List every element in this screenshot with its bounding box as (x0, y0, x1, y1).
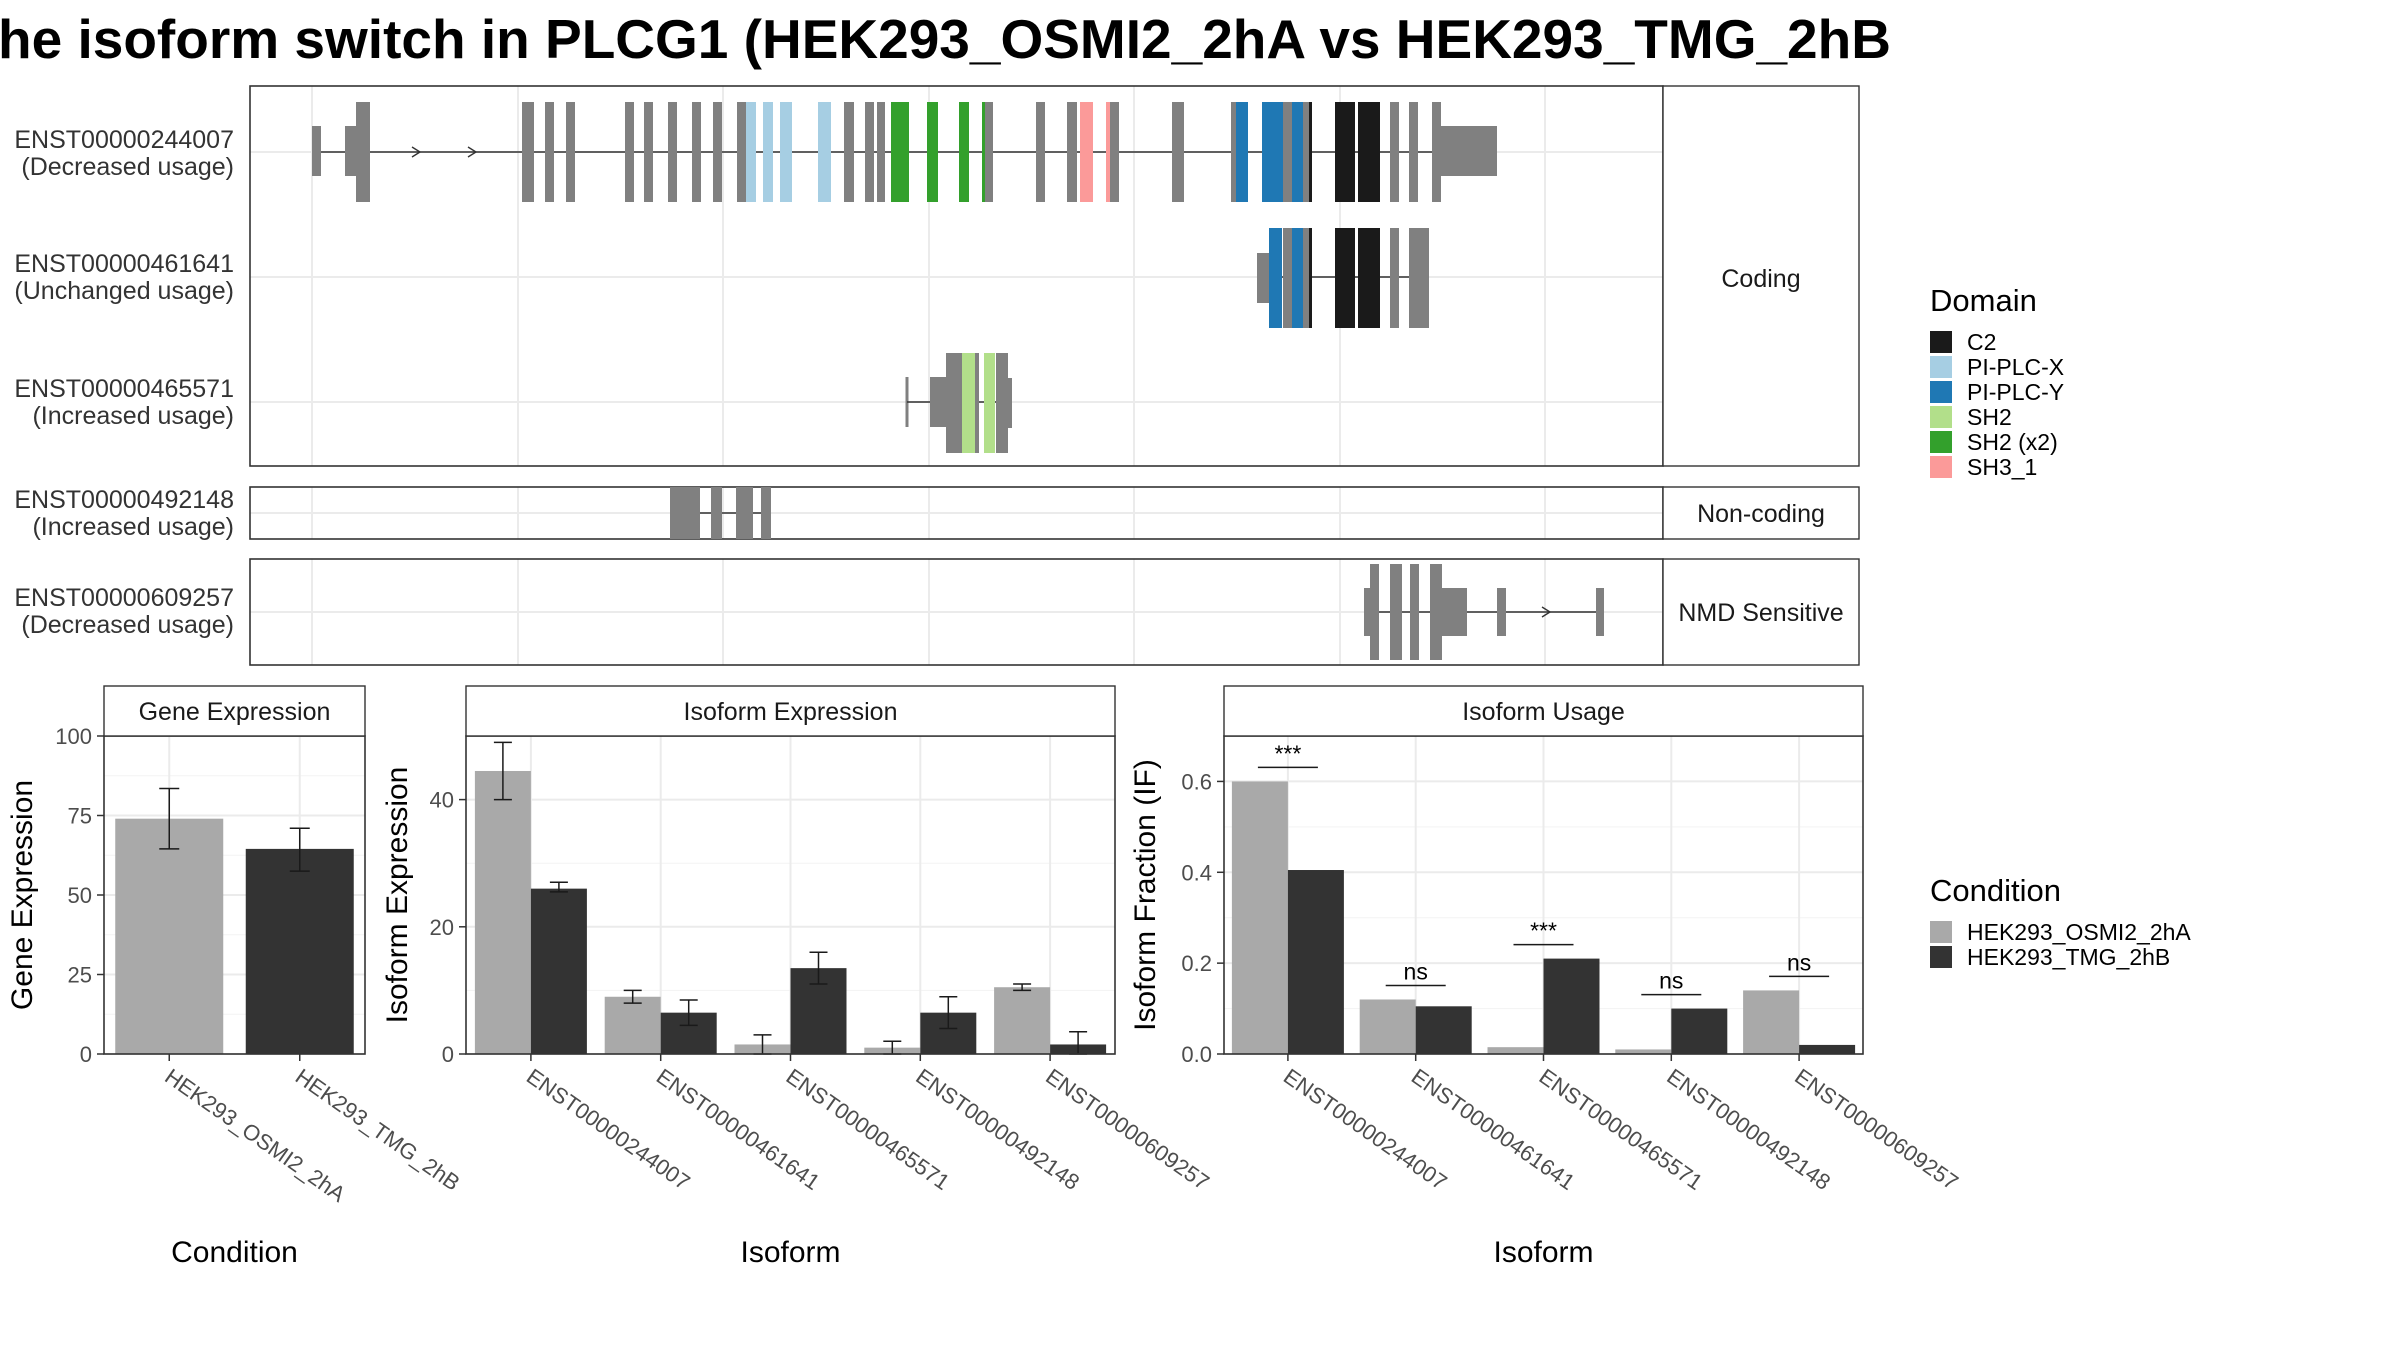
significance-label: ns (1404, 958, 1428, 984)
panel-strip-title: Isoform Expression (684, 698, 898, 726)
legend-label-sh2-x2: SH2 (x2) (1967, 429, 2058, 455)
condition-legend: Condition HEK293_OSMI2_2hA HEK293_TMG_2h… (1930, 873, 2191, 970)
legend-label-c2: C2 (1967, 329, 1996, 355)
legend-swatch-sh2-x2 (1930, 431, 1952, 453)
transcript-5-structure (1364, 564, 1604, 660)
bar (1287, 870, 1344, 1054)
y-tick-label: 75 (68, 804, 92, 829)
nmd-strip (1662, 558, 1860, 666)
transcript-5-id: ENST00000609257 (14, 584, 234, 612)
legend-label-pi-plc-x: PI-PLC-X (1967, 354, 2064, 380)
significance-label: *** (1530, 918, 1557, 944)
bar (1799, 1044, 1856, 1054)
transcript-1-usage: (Decreased usage) (21, 153, 234, 181)
bar (1615, 1049, 1672, 1054)
condition-legend-title: Condition (1930, 873, 2061, 908)
transcript-structure-panel: Coding Non-coding NMD Sensitive ENST0000… (14, 85, 1860, 666)
legend-swatch-sh3-1 (1930, 456, 1952, 478)
bar (994, 987, 1051, 1054)
x-axis-title: Isoform (1493, 1236, 1593, 1269)
legend-swatch-pi-plc-y (1930, 381, 1952, 403)
transcript-5-usage: (Decreased usage) (21, 611, 234, 639)
y-axis-title: Isoform Expression (381, 767, 414, 1024)
panel-strip (465, 685, 1116, 737)
transcript-3-structure (905, 353, 1012, 453)
bar (1743, 990, 1800, 1054)
transcript-2-structure (1257, 228, 1429, 328)
bar (1415, 1006, 1472, 1054)
y-tick-label: 50 (68, 883, 92, 908)
significance-label: ns (1787, 949, 1811, 975)
coding-strip-label: Coding (1721, 265, 1800, 293)
figure-title: he isoform switch in PLCG1 (HEK293_OSMI2… (0, 8, 1891, 70)
bar (1359, 999, 1416, 1054)
bar (604, 996, 661, 1054)
y-axis-title: Gene Expression (6, 780, 39, 1010)
transcript-4-id: ENST00000492148 (14, 486, 234, 514)
bar (1543, 958, 1600, 1054)
y-tick-label: 0.4 (1181, 860, 1212, 885)
transcript-3-usage: (Increased usage) (32, 402, 234, 430)
legend-label-cond2: HEK293_TMG_2hB (1967, 944, 2170, 970)
panel-strip-title: Gene Expression (139, 698, 331, 726)
bar (1231, 781, 1288, 1054)
y-tick-label: 40 (430, 788, 454, 813)
y-tick-label: 20 (430, 915, 454, 940)
transcript-4-structure (670, 487, 771, 539)
legend-label-cond1: HEK293_OSMI2_2hA (1967, 919, 2191, 945)
legend-swatch-sh2 (1930, 406, 1952, 428)
significance-label: *** (1274, 740, 1301, 766)
bar (474, 770, 531, 1054)
panel-strip (103, 685, 366, 737)
domain-legend-title: Domain (1930, 283, 2037, 318)
transcript-4-usage: (Increased usage) (32, 513, 234, 541)
legend-swatch-c2 (1930, 331, 1952, 353)
transcript-2-usage: (Unchanged usage) (14, 277, 234, 305)
y-tick-label: 0.0 (1181, 1042, 1212, 1067)
y-tick-label: 25 (68, 963, 92, 988)
coding-strip (1662, 85, 1860, 467)
noncoding-strip (1662, 486, 1860, 540)
legend-swatch-pi-plc-x (1930, 356, 1952, 378)
legend-label-sh2: SH2 (1967, 404, 2012, 430)
significance-label: ns (1659, 968, 1683, 994)
noncoding-strip-label: Non-coding (1697, 500, 1825, 528)
isoform-expression-panel: Isoform Expression02040ENST00000244007EN… (381, 685, 1214, 1269)
transcript-1-structure (312, 102, 1497, 202)
y-axis-title: Isoform Fraction (IF) (1129, 759, 1162, 1031)
y-tick-label: 0 (442, 1042, 454, 1067)
panel-strip (1223, 685, 1864, 737)
nmd-strip-label: NMD Sensitive (1678, 599, 1843, 627)
bar (1487, 1047, 1544, 1054)
legend-label-pi-plc-y: PI-PLC-Y (1967, 379, 2064, 405)
x-axis-title: Isoform (740, 1236, 840, 1269)
bar (530, 888, 587, 1054)
legend-swatch-cond2 (1930, 946, 1952, 968)
y-tick-label: 0.6 (1181, 769, 1212, 794)
transcript-1-id: ENST00000244007 (14, 126, 234, 154)
y-tick-label: 100 (55, 724, 92, 749)
bar (1671, 1008, 1728, 1054)
y-tick-label: 0.2 (1181, 951, 1212, 976)
legend-swatch-cond1 (1930, 921, 1952, 943)
legend-label-sh3-1: SH3_1 (1967, 454, 2037, 480)
transcript-2-id: ENST00000461641 (14, 250, 234, 278)
bar (115, 818, 224, 1054)
bar (245, 848, 354, 1054)
transcript-3-id: ENST00000465571 (14, 375, 234, 403)
domain-legend: Domain C2 PI-PLC-X PI-PLC-Y SH2 SH2 (x2)… (1930, 283, 2064, 480)
x-axis-title: Condition (171, 1236, 298, 1269)
panel-strip-title: Isoform Usage (1462, 698, 1625, 726)
y-tick-label: 0 (80, 1042, 92, 1067)
